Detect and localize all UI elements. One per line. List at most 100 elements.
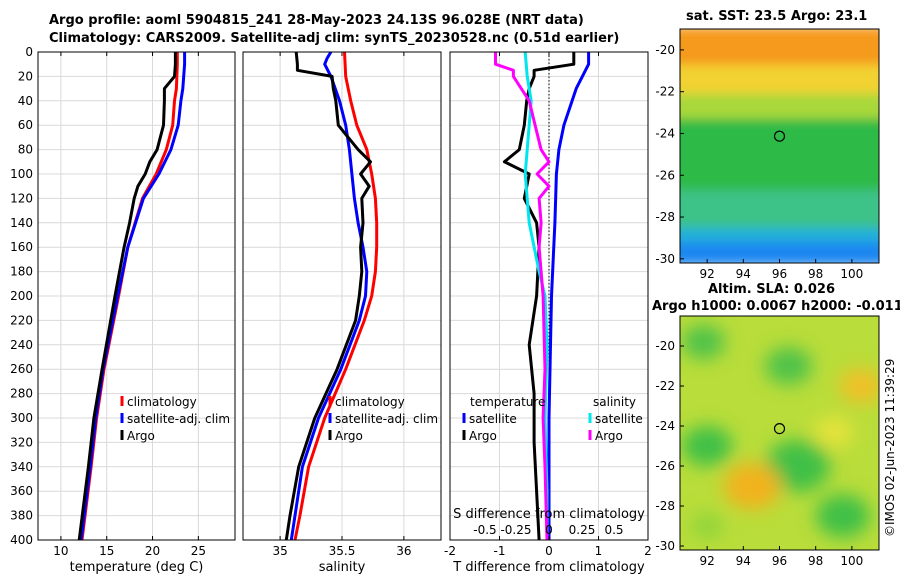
depth-tick-label: 180: [10, 265, 33, 279]
sla_map-blob: [681, 324, 726, 360]
depth-tick-label: 400: [10, 533, 33, 547]
sst_map-bands: [680, 29, 879, 263]
temperature-xtick-label: 10: [53, 544, 68, 558]
sla_map-blob: [681, 425, 733, 467]
sla_map-ytick-label: -20: [655, 339, 675, 353]
sst_map-xtick-label: 100: [840, 267, 863, 281]
depth-tick-label: 320: [10, 435, 33, 449]
differences-panel: [449, 51, 649, 541]
differences-series-t-satellite: [547, 52, 591, 540]
sla-map-title-line1: Altim. SLA: 0.026: [708, 282, 835, 297]
sst_map-xtick-label: 92: [699, 267, 714, 281]
temperature-xlabel: temperature (deg C): [70, 560, 204, 575]
salinity-legend-0-label: climatology: [335, 395, 405, 409]
sst_map-ytick-label: -26: [655, 168, 675, 182]
salinity-xtick-label: 35: [272, 544, 287, 558]
depth-tick-label: 20: [18, 69, 33, 83]
depth-tick-label: 100: [10, 167, 33, 181]
sla_map-xtick-label: 100: [840, 554, 863, 568]
temperature-series-argo: [77, 52, 177, 541]
depth-tick-label: 140: [10, 216, 33, 230]
sla_map-blob: [839, 368, 879, 404]
sla_map-blob: [813, 416, 854, 448]
depth-tick-label: 0: [25, 45, 33, 59]
sst_map-ytick-label: -30: [655, 252, 675, 266]
sla_map-ytick-label: -28: [655, 499, 675, 513]
depth-tick-label: 360: [10, 484, 33, 498]
sla_map-xtick-label: 92: [699, 554, 714, 568]
sla_map-argo-marker: [773, 423, 786, 435]
differences-series-s-satellite: [523, 51, 549, 540]
sla_map-blob: [690, 512, 724, 540]
sla_map-xtick-label: 96: [772, 554, 787, 568]
sst_map-band: [680, 118, 879, 194]
differences-series-s-argo: [494, 52, 551, 541]
diff-top-tick-label: 0.25: [569, 523, 596, 537]
temperature-series-satellite-adj-clim: [79, 52, 187, 541]
sla_map-ytick-label: -24: [655, 419, 675, 433]
differences-xtick-label: 1: [595, 544, 603, 558]
temperature-xtick-label: 15: [99, 544, 114, 558]
temperature-panel: [37, 51, 236, 541]
diff-top-tick-label: 0: [545, 523, 553, 537]
sst_map-band: [680, 242, 879, 263]
differences-xlabel: T difference from climatology: [452, 560, 645, 575]
depth-tick-label: 160: [10, 240, 33, 254]
depth-tick-label: 300: [10, 411, 33, 425]
salinity-xtick-label: 36: [396, 544, 411, 558]
sla_map-blob: [765, 347, 813, 385]
salinity-panel: [242, 51, 442, 541]
sla_map-blob: [815, 494, 870, 538]
diff-legend-salinity-heading: salinity: [593, 395, 636, 409]
temperature-legend-1-label: satellite-adj. clim: [127, 412, 230, 426]
sla_map-ytick-label: -30: [655, 539, 675, 553]
differences-series-t-argo: [502, 52, 576, 541]
salinity-series-argo: [284, 51, 372, 541]
sst_map-ytick-label: -22: [655, 85, 675, 99]
sst_map: [679, 28, 880, 264]
sst_map-ytick-label: -24: [655, 126, 675, 140]
diff-top-tick-label: -0.25: [500, 523, 531, 537]
salinity-xlabel: salinity: [319, 560, 366, 575]
sla_map-ytick-label: -22: [655, 379, 675, 393]
sla_map-xtick-label: 94: [736, 554, 751, 568]
differences-xtick-label: 0: [545, 544, 553, 558]
diff-top-axis-label: S difference from climatology: [453, 507, 645, 522]
diff-legend-t-satellite-label: satellite: [469, 412, 517, 426]
sla_map-field: [680, 316, 879, 550]
depth-tick-label: 340: [10, 460, 33, 474]
depth-tick-label: 220: [10, 313, 33, 327]
diff-legend-s-satellite-label: satellite: [595, 412, 643, 426]
sst_map-field: [680, 29, 879, 263]
diff-legend-temperature-heading: temperature: [470, 395, 545, 409]
depth-tick-label: 120: [10, 191, 33, 205]
depth-tick-label: 200: [10, 289, 33, 303]
depth-tick-label: 280: [10, 387, 33, 401]
diff-legend-s-argo-label: Argo: [595, 429, 623, 443]
sla-map-title-line2: Argo h1000: 0.0067 h2000: -0.011: [652, 299, 900, 314]
sst_map-band: [680, 29, 879, 69]
temperature-xtick-label: 25: [191, 544, 206, 558]
sst_map-ytick-label: -28: [655, 210, 675, 224]
temperature-legend-2-label: Argo: [127, 429, 155, 443]
temperature-frame: [37, 51, 236, 541]
figure-title-line1: Argo profile: aoml 5904815_241 28-May-20…: [49, 13, 584, 28]
salinity-series-climatology: [293, 51, 379, 541]
differences-xtick-label: -2: [444, 544, 456, 558]
sst-map-title: sat. SST: 23.5 Argo: 23.1: [686, 9, 868, 24]
depth-tick-label: 60: [18, 118, 33, 132]
depth-tick-label: 80: [18, 143, 33, 157]
sla_map-xtick-label: 98: [808, 554, 823, 568]
salinity-legend-2-label: Argo: [335, 429, 363, 443]
temperature-legend-0-label: climatology: [127, 395, 197, 409]
sla_map: [679, 315, 880, 551]
sst_map-band: [680, 93, 879, 123]
temperature-xtick-label: 20: [145, 544, 160, 558]
depth-tick-label: 260: [10, 362, 33, 376]
sla_map-ytick-label: -26: [655, 459, 675, 473]
sst_map-band: [680, 189, 879, 232]
sst_map-band: [680, 227, 879, 247]
salinity-xtick-label: 35.5: [329, 544, 356, 558]
figure-title-line2: Climatology: CARS2009. Satellite-adj cli…: [49, 31, 620, 46]
